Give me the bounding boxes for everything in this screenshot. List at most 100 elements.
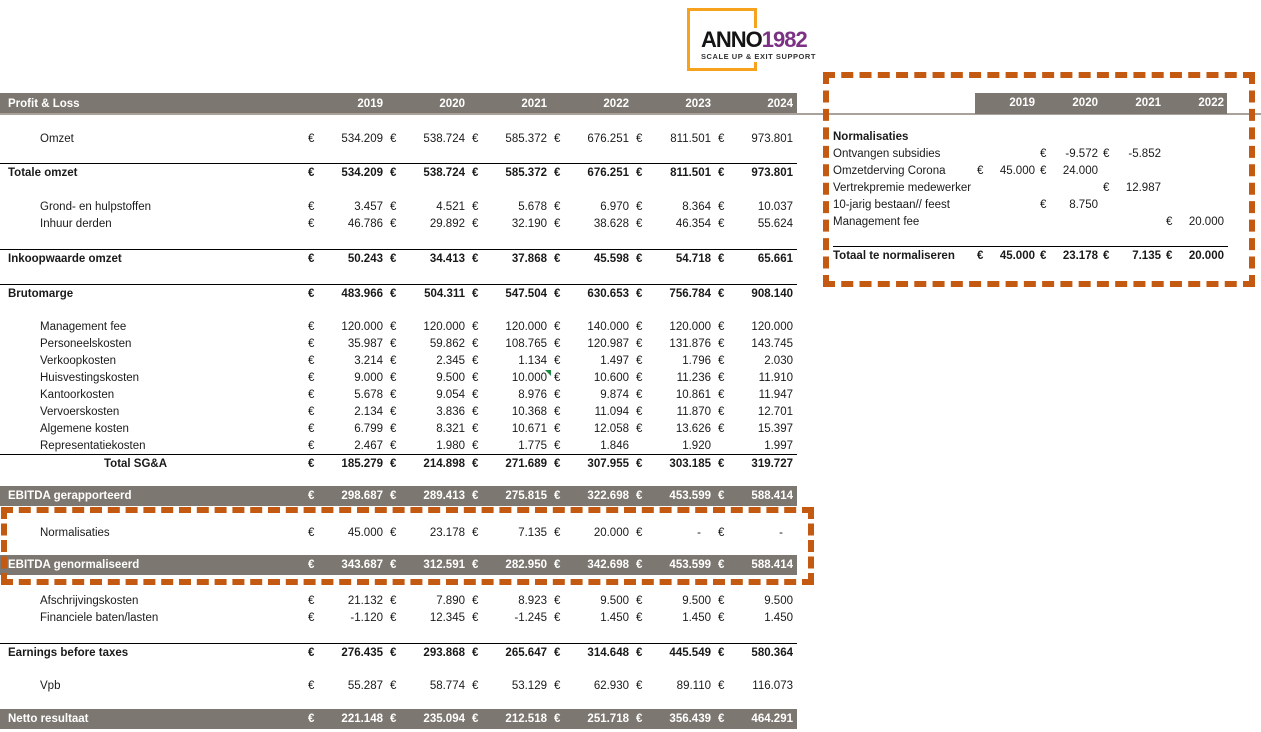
money-cell[interactable]: €12.701	[715, 403, 797, 420]
money-cell[interactable]: € -9.572	[1038, 145, 1101, 162]
year-header-2020[interactable]: 2020	[1038, 93, 1101, 114]
money-cell[interactable]: €58.774	[387, 677, 469, 694]
money-cell[interactable]: €10.861	[633, 386, 715, 403]
money-cell[interactable]	[975, 179, 1038, 196]
money-cell[interactable]: €89.110	[633, 677, 715, 694]
money-cell[interactable]: €343.687	[305, 555, 387, 575]
year-header-2019[interactable]: 2019	[357, 97, 383, 110]
money-cell[interactable]: €23.178	[387, 524, 469, 541]
row-label[interactable]: EBITDA gerapporteerd	[8, 490, 132, 502]
money-cell[interactable]: €588.414	[715, 486, 797, 506]
row-label[interactable]: Management fee	[833, 215, 920, 228]
money-cell[interactable]: €1.134	[469, 352, 551, 369]
row-label[interactable]: Huisvestingskosten	[40, 371, 140, 384]
money-cell[interactable]: €289.413	[387, 486, 469, 506]
money-cell[interactable]: €7.890	[387, 592, 469, 609]
money-cell[interactable]: €464.291	[715, 709, 797, 729]
row-label[interactable]: Vertrekpremie medewerker	[833, 181, 972, 194]
money-cell[interactable]: €251.718	[551, 709, 633, 729]
money-cell[interactable]: €11.947	[715, 386, 797, 403]
money-cell[interactable]: €37.868	[469, 250, 551, 267]
row-label[interactable]: Algemene kosten	[40, 422, 129, 435]
money-cell[interactable]: €45.000	[305, 524, 387, 541]
money-cell[interactable]: €1.450	[551, 609, 633, 626]
money-cell[interactable]: €811.501	[633, 164, 715, 181]
money-cell[interactable]: €9.054	[387, 386, 469, 403]
money-cell[interactable]: €1.497	[551, 352, 633, 369]
money-cell[interactable]: €538.724	[387, 164, 469, 181]
money-cell[interactable]: € -1.120	[305, 609, 387, 626]
money-cell[interactable]: €34.413	[387, 250, 469, 267]
money-cell[interactable]: €35.987	[305, 335, 387, 352]
money-cell[interactable]: €185.279	[305, 455, 387, 472]
row-label[interactable]: Vervoerskosten	[40, 405, 120, 418]
money-cell[interactable]: €11.094	[551, 403, 633, 420]
money-cell[interactable]: €120.000	[715, 318, 797, 335]
money-cell[interactable]: €5.678	[305, 386, 387, 403]
money-cell[interactable]: 1.997	[715, 437, 797, 454]
money-cell[interactable]: €585.372	[469, 164, 551, 181]
row-label[interactable]: Financiele baten/lasten	[40, 611, 159, 624]
money-cell[interactable]: €1.796	[633, 352, 715, 369]
money-cell[interactable]: €9.000	[305, 369, 387, 386]
row-label[interactable]: EBITDA genormaliseerd	[8, 559, 140, 571]
year-header-2020[interactable]: 2020	[439, 97, 465, 110]
money-cell[interactable]: €585.372	[469, 130, 551, 147]
money-cell[interactable]: €10.600	[551, 369, 633, 386]
money-cell[interactable]: €282.950	[469, 555, 551, 575]
money-cell[interactable]: €1.846	[551, 437, 633, 454]
row-label[interactable]: Totale omzet	[8, 166, 78, 179]
money-cell[interactable]: €62.930	[551, 677, 633, 694]
money-cell[interactable]	[1101, 213, 1164, 230]
year-header-2022[interactable]: 2022	[1164, 93, 1227, 114]
money-cell[interactable]: €21.132	[305, 592, 387, 609]
money-cell[interactable]: €547.504	[469, 285, 551, 302]
money-cell[interactable]: €9.500	[633, 592, 715, 609]
money-cell[interactable]: €32.190	[469, 215, 551, 232]
row-label[interactable]: Verkoopkosten	[40, 354, 117, 367]
money-cell[interactable]: €504.311	[387, 285, 469, 302]
money-cell[interactable]: €2.030	[715, 352, 797, 369]
money-cell[interactable]: €265.647	[469, 644, 551, 661]
money-cell[interactable]: €29.892	[387, 215, 469, 232]
money-cell[interactable]: €534.209	[305, 130, 387, 147]
money-cell[interactable]: €7.135	[469, 524, 551, 541]
money-cell[interactable]: €483.966	[305, 285, 387, 302]
money-cell[interactable]: € -	[633, 524, 715, 541]
year-header-2019[interactable]: 2019	[975, 93, 1038, 114]
money-cell[interactable]: €276.435	[305, 644, 387, 661]
row-label[interactable]: Representatiekosten	[40, 439, 146, 452]
money-cell[interactable]: €11.910	[715, 369, 797, 386]
money-cell[interactable]: €120.000	[469, 318, 551, 335]
money-cell[interactable]: €6.799	[305, 420, 387, 437]
money-cell[interactable]: €9.500	[551, 592, 633, 609]
money-cell[interactable]: €312.591	[387, 555, 469, 575]
money-cell[interactable]: €45.000	[975, 247, 1038, 264]
money-cell[interactable]: €2.134	[305, 403, 387, 420]
money-cell[interactable]: €8.923	[469, 592, 551, 609]
money-cell[interactable]: €23.178	[1038, 247, 1101, 264]
money-cell[interactable]: €120.987	[551, 335, 633, 352]
row-label[interactable]: Grond- en hulpstoffen	[40, 200, 152, 213]
money-cell[interactable]: €140.000	[551, 318, 633, 335]
money-cell[interactable]: €2.345	[387, 352, 469, 369]
money-cell[interactable]: €120.000	[633, 318, 715, 335]
money-cell[interactable]	[1101, 162, 1164, 179]
money-cell[interactable]: €1.980	[387, 437, 469, 454]
money-cell[interactable]: €303.185	[633, 455, 715, 472]
money-cell[interactable]: €7.135	[1101, 247, 1164, 264]
row-label[interactable]: 10-jarig bestaan// feest	[833, 198, 950, 211]
year-header-2021[interactable]: 2021	[1101, 93, 1164, 114]
money-cell[interactable]: €214.898	[387, 455, 469, 472]
row-label[interactable]: Kantoorkosten	[40, 388, 115, 401]
money-cell[interactable]	[1164, 196, 1227, 213]
row-label[interactable]: Totaal te normaliseren	[833, 249, 955, 262]
row-label[interactable]: Normalisaties	[833, 130, 909, 143]
money-cell[interactable]: €293.868	[387, 644, 469, 661]
money-cell[interactable]: €8.321	[387, 420, 469, 437]
money-cell[interactable]	[975, 213, 1038, 230]
money-cell[interactable]: €20.000	[551, 524, 633, 541]
row-label[interactable]: Ontvangen subsidies	[833, 147, 941, 160]
money-cell[interactable]: €46.786	[305, 215, 387, 232]
money-cell[interactable]	[975, 196, 1038, 213]
